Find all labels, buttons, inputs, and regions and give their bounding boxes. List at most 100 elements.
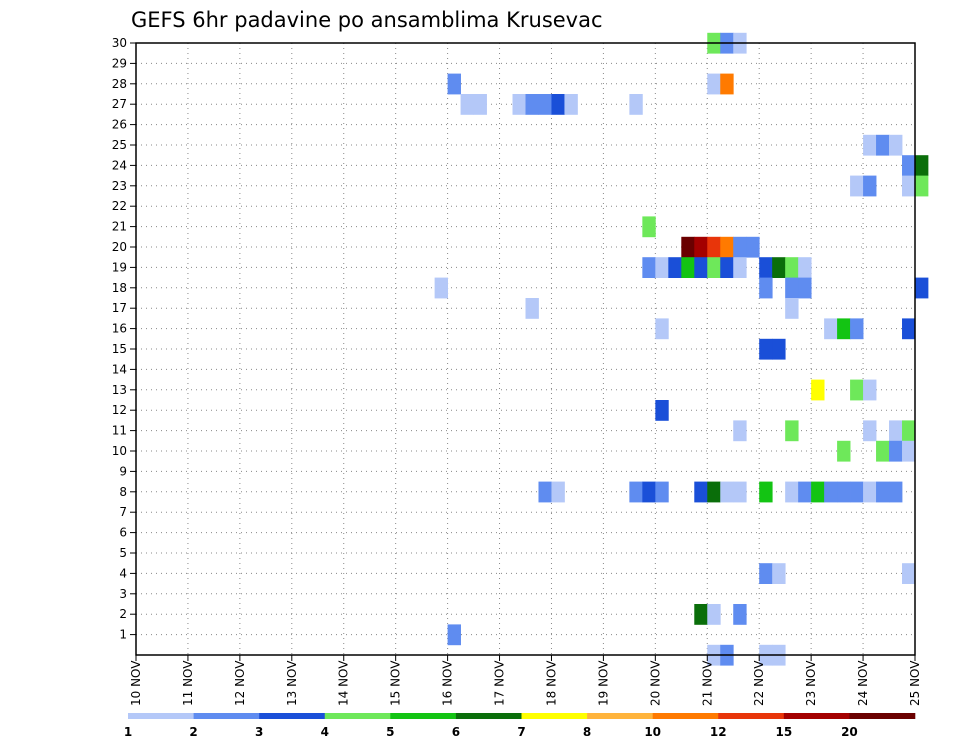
x-axis: 10 NOV 11 NOV 12 NOV 13 NOV 14 NOV 15 NOV 16 N… (129, 655, 922, 706)
precip-cell (902, 440, 916, 462)
precip-cell (785, 298, 799, 319)
y-tick-label: 14 (112, 362, 127, 376)
x-tick-label: 13 NOV (285, 660, 299, 706)
precip-cell (863, 420, 877, 442)
chart-title: GEFS 6hr padavine po ansamblima Krusevac (131, 8, 603, 32)
y-tick-label: 26 (112, 118, 127, 132)
y-tick-label: 7 (119, 505, 127, 519)
precip-cell (889, 440, 903, 462)
x-tick-label: 16 NOV (441, 660, 455, 706)
x-tick-label: 22 NOV (752, 660, 766, 706)
precip-cell (746, 236, 760, 258)
precip-cell (915, 277, 929, 299)
legend-swatch (587, 713, 653, 719)
y-tick-label: 5 (119, 546, 127, 560)
precip-cell (902, 563, 916, 584)
precip-cell (551, 481, 565, 503)
color-legend: 1 2 3 4 5 6 7 8 10 12 15 20 (124, 713, 916, 739)
precip-cell (759, 257, 773, 278)
precip-cell (863, 134, 877, 156)
legend-label: 5 (386, 725, 394, 739)
precip-cell (837, 440, 851, 462)
legend-swatch (521, 713, 588, 719)
precip-cell (850, 175, 864, 197)
precip-cell (837, 481, 851, 503)
precip-cell (850, 379, 864, 401)
x-tick-label: 10 NOV (129, 660, 143, 706)
legend-swatch (259, 713, 326, 719)
precip-cell (798, 277, 812, 299)
precip-cell (863, 481, 877, 503)
precip-cell (720, 73, 734, 95)
y-tick-label: 13 (112, 383, 127, 397)
precip-cell (785, 277, 799, 299)
legend-swatch (455, 713, 522, 719)
precip-cell (915, 175, 929, 197)
precip-cell (473, 94, 487, 115)
x-tick-label: 20 NOV (648, 660, 662, 706)
precip-cell (785, 257, 799, 278)
legend-label: 6 (452, 725, 460, 739)
precip-cell (811, 481, 825, 503)
precip-cell (759, 338, 773, 360)
precip-cell (525, 298, 539, 319)
legend-label: 1 (124, 725, 132, 739)
precip-cell (759, 563, 773, 584)
precip-cell (733, 420, 747, 442)
y-tick-label: 16 (112, 322, 127, 336)
legend-label: 7 (517, 725, 525, 739)
legend-label: 3 (255, 725, 263, 739)
legend-label: 12 (710, 725, 727, 739)
precip-cell (733, 481, 747, 503)
y-tick-label: 11 (112, 424, 127, 438)
precip-cell (733, 236, 747, 258)
precip-cell (655, 318, 669, 340)
precip-cell (655, 257, 669, 278)
legend-label: 2 (189, 725, 197, 739)
precip-cell (785, 420, 799, 442)
precip-cell (720, 481, 734, 503)
precip-cell (564, 94, 578, 115)
precip-cell (889, 134, 903, 156)
legend-label: 15 (775, 725, 792, 739)
precip-cell (694, 604, 708, 625)
x-tick-label: 24 NOV (856, 660, 870, 706)
precip-cell (733, 604, 747, 625)
precip-cell (902, 318, 916, 340)
precip-cell (863, 175, 877, 197)
legend-swatch (652, 713, 719, 719)
precip-cell (655, 481, 669, 503)
precip-cell (447, 73, 461, 95)
legend-label: 4 (321, 725, 329, 739)
y-tick-label: 28 (112, 77, 127, 91)
precip-cell (538, 481, 552, 503)
precip-cell (629, 94, 643, 115)
legend-label: 10 (644, 725, 661, 739)
y-tick-label: 3 (119, 587, 127, 601)
precip-cell (889, 481, 903, 503)
x-tick-label: 12 NOV (233, 660, 247, 706)
precip-cell (915, 155, 929, 176)
y-tick-label: 23 (112, 179, 127, 193)
precip-cell (668, 257, 682, 278)
legend-swatch (390, 713, 457, 719)
precip-cell (707, 481, 721, 503)
precip-cell (902, 175, 916, 197)
y-tick-label: 2 (119, 607, 127, 621)
precip-cell (889, 420, 903, 442)
y-tick-label: 10 (112, 444, 127, 458)
y-tick-label: 18 (112, 281, 127, 295)
precip-cell (707, 236, 721, 258)
y-tick-label: 29 (112, 56, 127, 70)
y-tick-label: 15 (112, 342, 127, 356)
plot-frame (135, 42, 916, 656)
y-tick-label: 4 (119, 566, 127, 580)
y-tick-label: 8 (119, 485, 127, 499)
precip-cell (460, 94, 474, 115)
x-tick-label: 11 NOV (181, 660, 195, 706)
precip-cell (772, 563, 786, 584)
y-tick-label: 1 (119, 628, 127, 642)
legend-swatch (849, 713, 916, 719)
y-tick-label: 19 (112, 260, 127, 274)
